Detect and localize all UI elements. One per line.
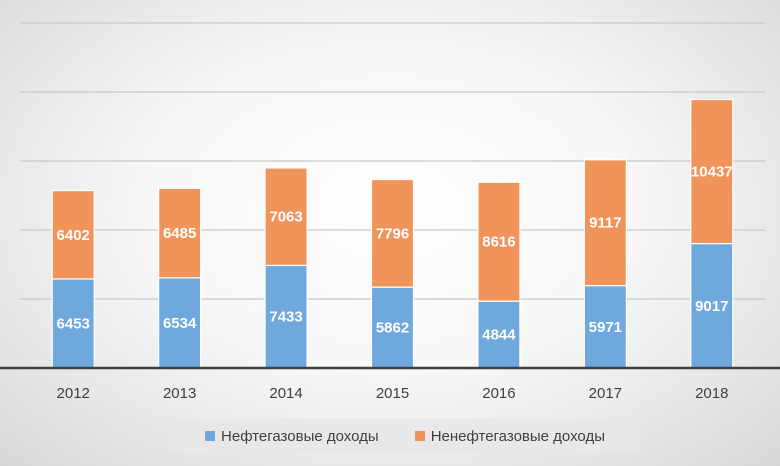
bar-non-oil-gas bbox=[264, 167, 308, 267]
x-tick-label: 2012 bbox=[57, 385, 90, 402]
x-tick-label: 2015 bbox=[376, 385, 409, 402]
data-label-non-oil-gas: 9117 bbox=[589, 215, 622, 232]
x-tick-label: 2017 bbox=[589, 385, 622, 402]
bar-oil-gas bbox=[51, 278, 95, 369]
bar-non-oil-gas bbox=[51, 190, 95, 280]
bar-oil-gas bbox=[370, 286, 415, 369]
x-tick-label: 2016 bbox=[482, 385, 515, 402]
x-tick-label: 2013 bbox=[163, 385, 196, 402]
data-label-oil-gas: 4844 bbox=[482, 327, 516, 344]
bar-oil-gas bbox=[477, 300, 521, 369]
x-tick-label: 2014 bbox=[269, 385, 302, 402]
bar-oil-gas bbox=[690, 242, 734, 369]
data-label-non-oil-gas: 7796 bbox=[376, 225, 409, 242]
data-label-oil-gas: 5862 bbox=[376, 320, 409, 337]
data-label-non-oil-gas: 7063 bbox=[269, 209, 302, 226]
bar-non-oil-gas bbox=[690, 98, 734, 245]
x-tick-label: 2018 bbox=[695, 385, 728, 402]
bar-non-oil-gas bbox=[583, 159, 627, 287]
data-label-non-oil-gas: 8616 bbox=[482, 234, 515, 251]
data-label-oil-gas: 9017 bbox=[695, 298, 728, 315]
legend: Нефтегазовые доходы Ненефтегазовые доход… bbox=[170, 419, 640, 453]
data-label-non-oil-gas: 6485 bbox=[163, 225, 196, 242]
data-label-oil-gas: 6534 bbox=[163, 315, 197, 332]
bar-non-oil-gas bbox=[477, 181, 521, 302]
data-label-oil-gas: 7433 bbox=[269, 309, 302, 326]
legend-label-non-oil-gas: Ненефтегазовые доходы bbox=[430, 427, 605, 445]
data-label-non-oil-gas: 6402 bbox=[57, 227, 90, 244]
bar-non-oil-gas bbox=[158, 187, 202, 279]
bar-non-oil-gas bbox=[370, 178, 415, 288]
legend-swatch-non-oil-gas bbox=[414, 431, 425, 441]
legend-swatch-oil-gas bbox=[205, 431, 216, 441]
legend-item-oil-gas: Нефтегазовые доходы bbox=[205, 428, 379, 445]
legend-item-non-oil-gas: Ненефтегазовые доходы bbox=[414, 427, 605, 445]
legend-label-oil-gas: Нефтегазовые доходы bbox=[221, 427, 379, 445]
data-label-oil-gas: 6453 bbox=[57, 315, 90, 332]
data-label-oil-gas: 5971 bbox=[589, 319, 622, 336]
data-label-non-oil-gas: 10437 bbox=[691, 164, 733, 181]
